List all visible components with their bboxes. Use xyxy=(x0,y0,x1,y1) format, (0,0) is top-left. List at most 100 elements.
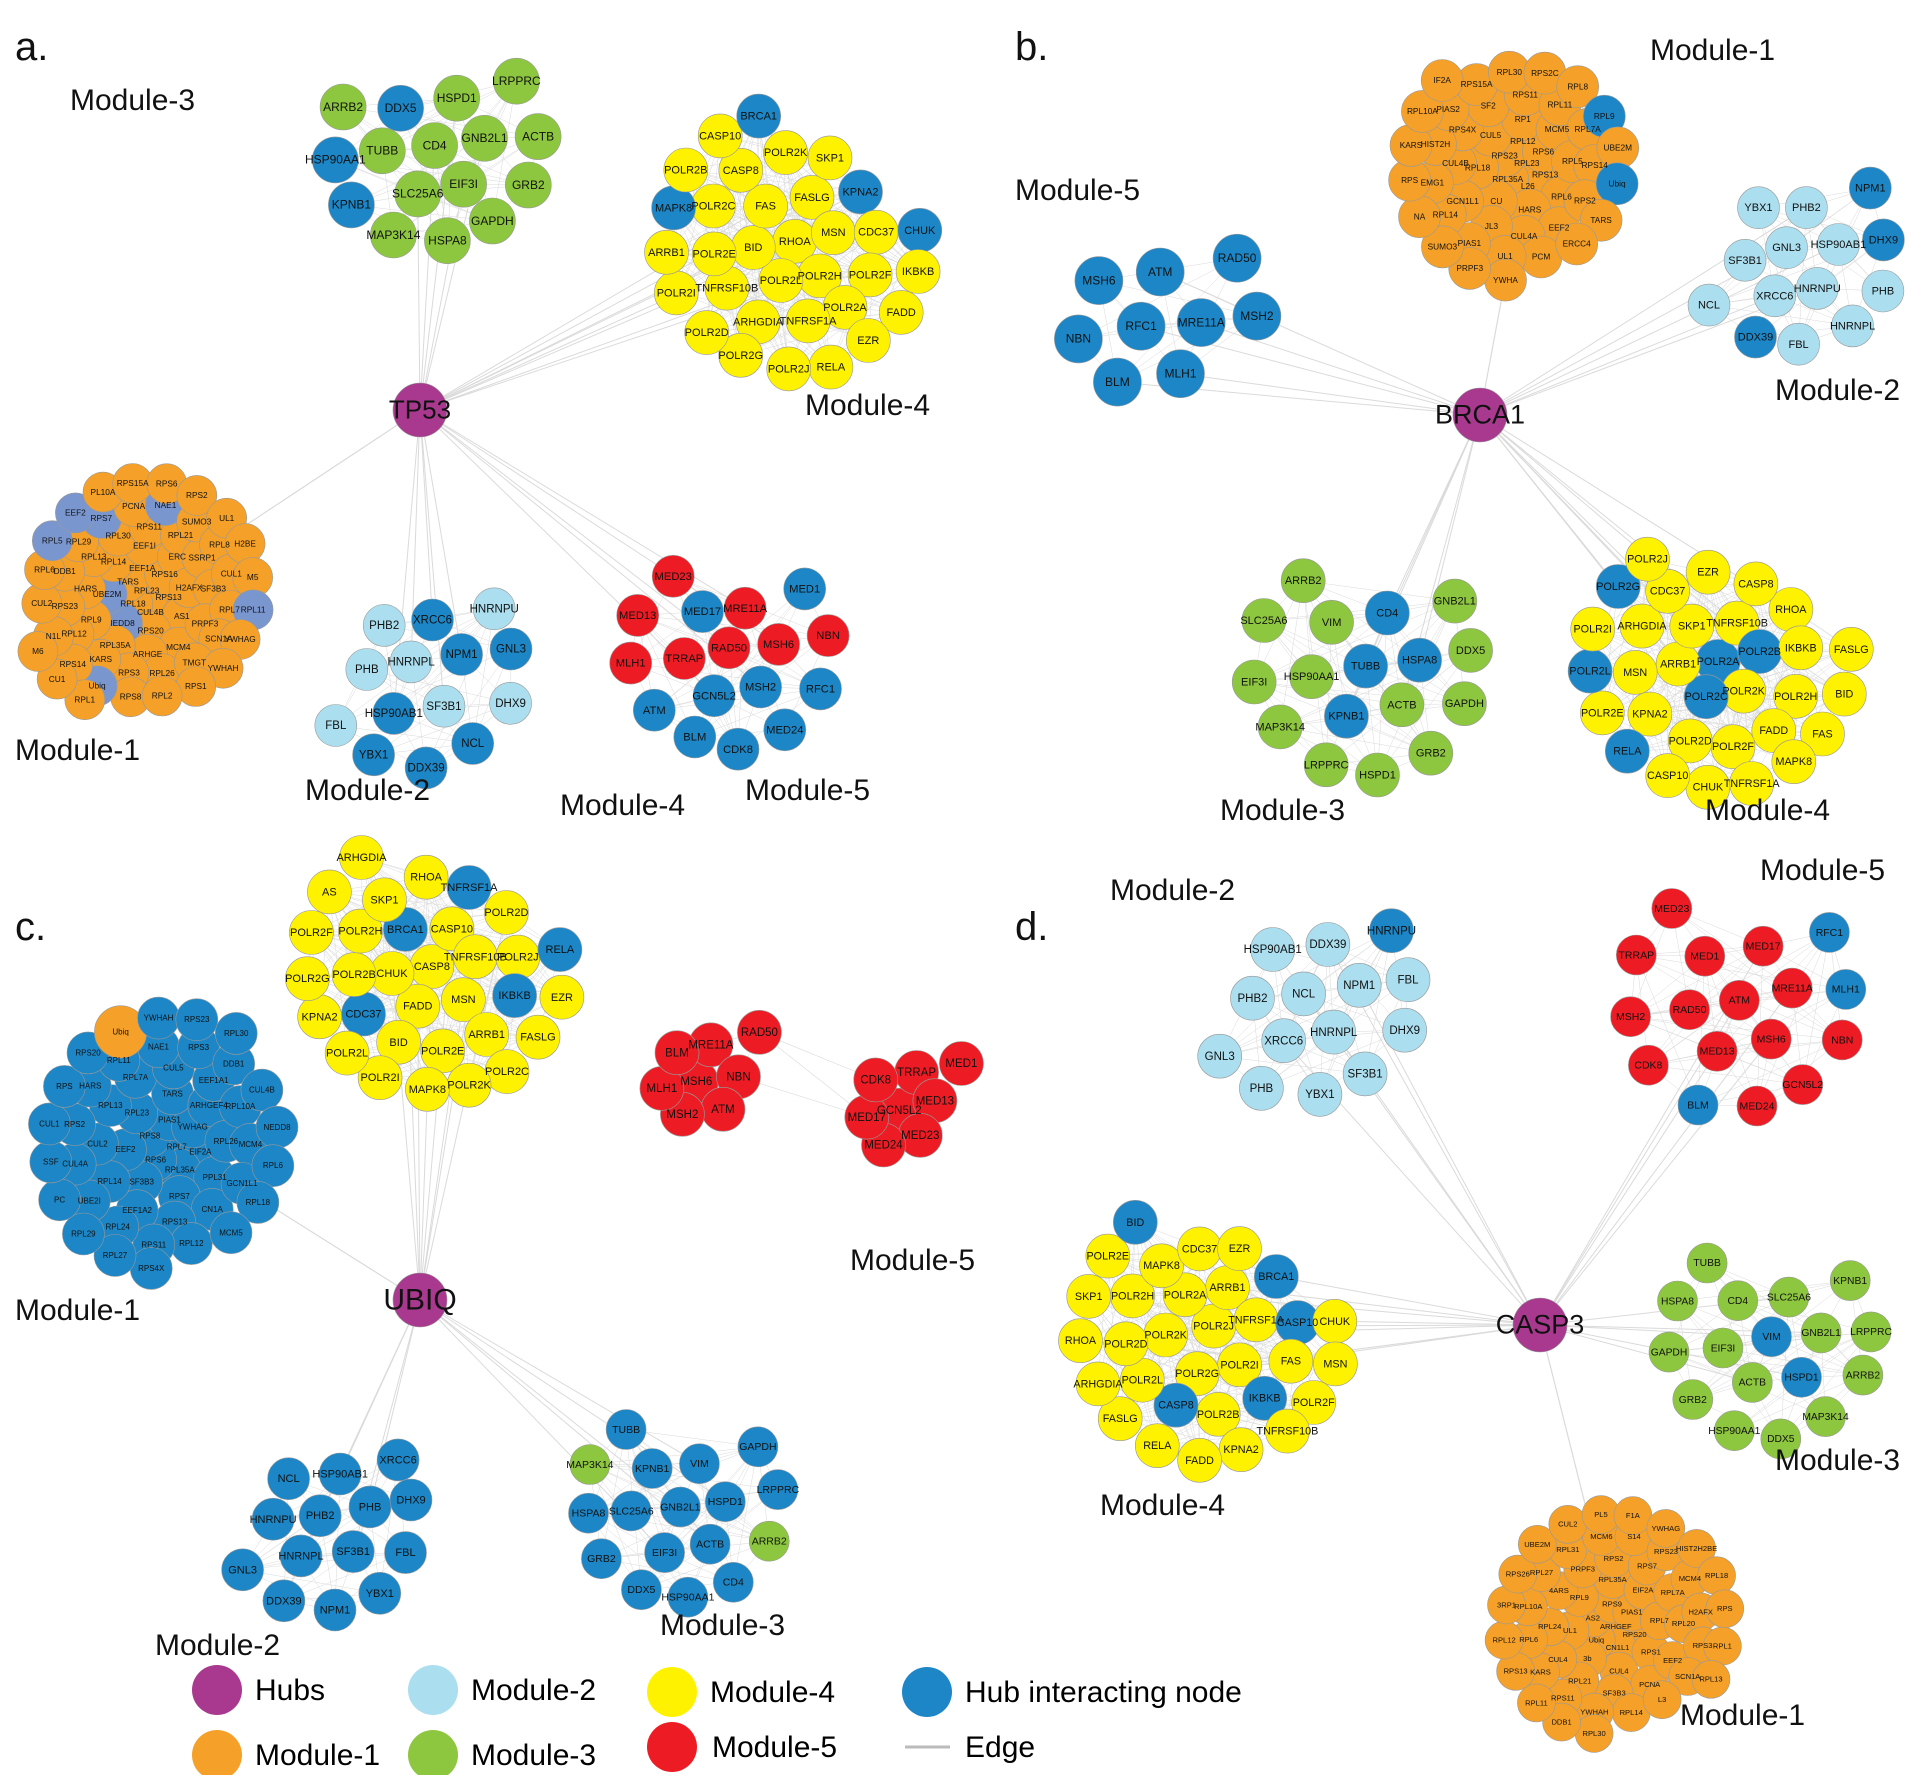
svg-text:CUL4A: CUL4A xyxy=(1511,231,1538,241)
svg-text:YWHAG: YWHAG xyxy=(1651,1524,1680,1533)
svg-text:RPL30: RPL30 xyxy=(224,1029,249,1038)
svg-text:FASLG: FASLG xyxy=(520,1032,555,1044)
svg-text:BLM: BLM xyxy=(1687,1099,1709,1111)
svg-text:DHX9: DHX9 xyxy=(1389,1025,1420,1037)
svg-text:RPL29: RPL29 xyxy=(71,1230,96,1239)
svg-text:RPS1: RPS1 xyxy=(1641,1648,1661,1657)
svg-text:RPL5: RPL5 xyxy=(42,535,63,545)
svg-text:EEF2: EEF2 xyxy=(1663,1656,1682,1665)
svg-text:MCM5: MCM5 xyxy=(1545,124,1570,134)
svg-text:UBIQ: UBIQ xyxy=(383,1284,456,1317)
svg-text:IEDD8: IEDD8 xyxy=(110,618,135,628)
svg-text:FAS: FAS xyxy=(755,201,776,213)
svg-text:L3: L3 xyxy=(1658,1695,1666,1704)
svg-text:PHB2: PHB2 xyxy=(1792,202,1821,214)
svg-text:RPS1: RPS1 xyxy=(185,681,207,691)
svg-text:PHB2: PHB2 xyxy=(369,620,399,632)
svg-text:MED17: MED17 xyxy=(1746,941,1781,953)
svg-text:POLR2J: POLR2J xyxy=(497,952,539,964)
svg-text:RPS: RPS xyxy=(1717,1604,1733,1613)
svg-text:TNFRSF1A: TNFRSF1A xyxy=(1724,778,1781,790)
svg-text:RPS6: RPS6 xyxy=(1532,146,1554,156)
svg-text:MED13: MED13 xyxy=(916,1095,954,1107)
svg-text:YWHAH: YWHAH xyxy=(1580,1708,1608,1717)
svg-text:RPL14: RPL14 xyxy=(1433,209,1459,219)
svg-text:RPL35A: RPL35A xyxy=(100,640,131,650)
svg-text:ACTB: ACTB xyxy=(696,1539,724,1551)
svg-text:RPS13: RPS13 xyxy=(1504,1667,1528,1676)
svg-text:POLR2J: POLR2J xyxy=(768,363,810,375)
svg-text:RPL31: RPL31 xyxy=(1556,1545,1579,1554)
svg-text:RP1: RP1 xyxy=(1515,114,1532,124)
svg-text:SLC25A6: SLC25A6 xyxy=(1240,615,1287,627)
svg-text:RPS6: RPS6 xyxy=(156,478,178,488)
svg-text:KPNB1: KPNB1 xyxy=(1833,1276,1867,1287)
svg-text:HNRNPL: HNRNPL xyxy=(1830,320,1875,332)
svg-text:RPL30: RPL30 xyxy=(1497,67,1523,77)
svg-text:MAP3K14: MAP3K14 xyxy=(566,1459,613,1471)
svg-text:Module-2: Module-2 xyxy=(1775,374,1900,407)
svg-text:KPNB1: KPNB1 xyxy=(1328,711,1364,723)
svg-text:RPL27: RPL27 xyxy=(1530,1568,1553,1577)
svg-text:KPNA2: KPNA2 xyxy=(1632,709,1667,721)
svg-text:CHUK: CHUK xyxy=(1693,782,1724,794)
svg-text:RPL20: RPL20 xyxy=(1672,1619,1695,1628)
svg-text:H2AFX: H2AFX xyxy=(176,582,203,592)
svg-text:TRRAP: TRRAP xyxy=(1619,949,1655,961)
svg-text:RPL1: RPL1 xyxy=(1713,1642,1732,1651)
svg-text:Ubiq: Ubiq xyxy=(112,1028,128,1037)
svg-text:RPS7: RPS7 xyxy=(90,513,112,523)
svg-text:EIF3I: EIF3I xyxy=(449,177,478,191)
svg-text:MLH1: MLH1 xyxy=(647,1083,678,1095)
svg-text:YBX1: YBX1 xyxy=(1744,202,1772,214)
svg-text:CDK8: CDK8 xyxy=(723,744,753,756)
svg-text:DHX9: DHX9 xyxy=(495,698,526,710)
svg-text:RPL10A: RPL10A xyxy=(1407,106,1438,116)
svg-text:MSN: MSN xyxy=(821,227,846,239)
svg-text:SF3B1: SF3B1 xyxy=(336,1546,370,1558)
svg-text:IKBKB: IKBKB xyxy=(902,266,934,278)
svg-text:YWHAH: YWHAH xyxy=(208,663,239,673)
svg-text:UL1: UL1 xyxy=(1497,251,1513,261)
svg-text:SF3B1: SF3B1 xyxy=(426,701,461,713)
svg-text:FADD: FADD xyxy=(403,1001,432,1013)
svg-text:NA: NA xyxy=(1414,211,1426,221)
svg-text:RPL13: RPL13 xyxy=(81,551,107,561)
svg-text:RPS2: RPS2 xyxy=(64,1120,85,1129)
svg-text:PHB2: PHB2 xyxy=(1237,993,1267,1005)
svg-text:MED13: MED13 xyxy=(1700,1046,1735,1058)
svg-text:CN1A: CN1A xyxy=(202,1205,224,1214)
svg-text:POLR2F: POLR2F xyxy=(849,269,892,281)
svg-text:PHB: PHB xyxy=(359,1501,382,1513)
svg-text:CUL4A: CUL4A xyxy=(62,1160,88,1169)
svg-text:GNL3: GNL3 xyxy=(496,644,526,656)
svg-text:MED1: MED1 xyxy=(945,1058,977,1070)
svg-text:M5: M5 xyxy=(247,572,259,582)
svg-text:TRRAP: TRRAP xyxy=(665,653,703,665)
svg-text:MSN: MSN xyxy=(451,994,476,1006)
svg-text:EIF2A: EIF2A xyxy=(1632,1586,1654,1595)
svg-text:CDC37: CDC37 xyxy=(1182,1243,1217,1255)
svg-text:CD4: CD4 xyxy=(423,138,447,152)
svg-text:EEF2: EEF2 xyxy=(1549,222,1570,232)
svg-text:EEF1A1: EEF1A1 xyxy=(199,1076,229,1085)
svg-text:EIF3I: EIF3I xyxy=(1711,1343,1736,1354)
svg-text:RPS: RPS xyxy=(56,1082,72,1091)
svg-text:RPL30: RPL30 xyxy=(105,531,131,541)
svg-text:MCM4: MCM4 xyxy=(1679,1574,1701,1583)
svg-text:DHX9: DHX9 xyxy=(1869,235,1898,247)
svg-text:CHUK: CHUK xyxy=(1320,1316,1351,1328)
svg-text:TNFRSF10B: TNFRSF10B xyxy=(1257,1426,1319,1438)
svg-text:RELA: RELA xyxy=(817,362,846,374)
svg-text:POLR2B: POLR2B xyxy=(332,969,375,981)
svg-text:XRCC6: XRCC6 xyxy=(1264,1035,1303,1047)
svg-text:Module-3: Module-3 xyxy=(1220,794,1345,827)
svg-text:GCN1L1: GCN1L1 xyxy=(226,1179,258,1188)
svg-text:EIF2A: EIF2A xyxy=(189,1148,212,1157)
svg-text:Module-1: Module-1 xyxy=(1680,1699,1805,1732)
svg-text:RAD50: RAD50 xyxy=(711,642,747,654)
svg-text:CASP10: CASP10 xyxy=(431,923,473,935)
svg-text:N1L: N1L xyxy=(46,631,62,641)
svg-text:RPL30: RPL30 xyxy=(1582,1729,1605,1738)
svg-text:PHB2: PHB2 xyxy=(306,1510,335,1522)
